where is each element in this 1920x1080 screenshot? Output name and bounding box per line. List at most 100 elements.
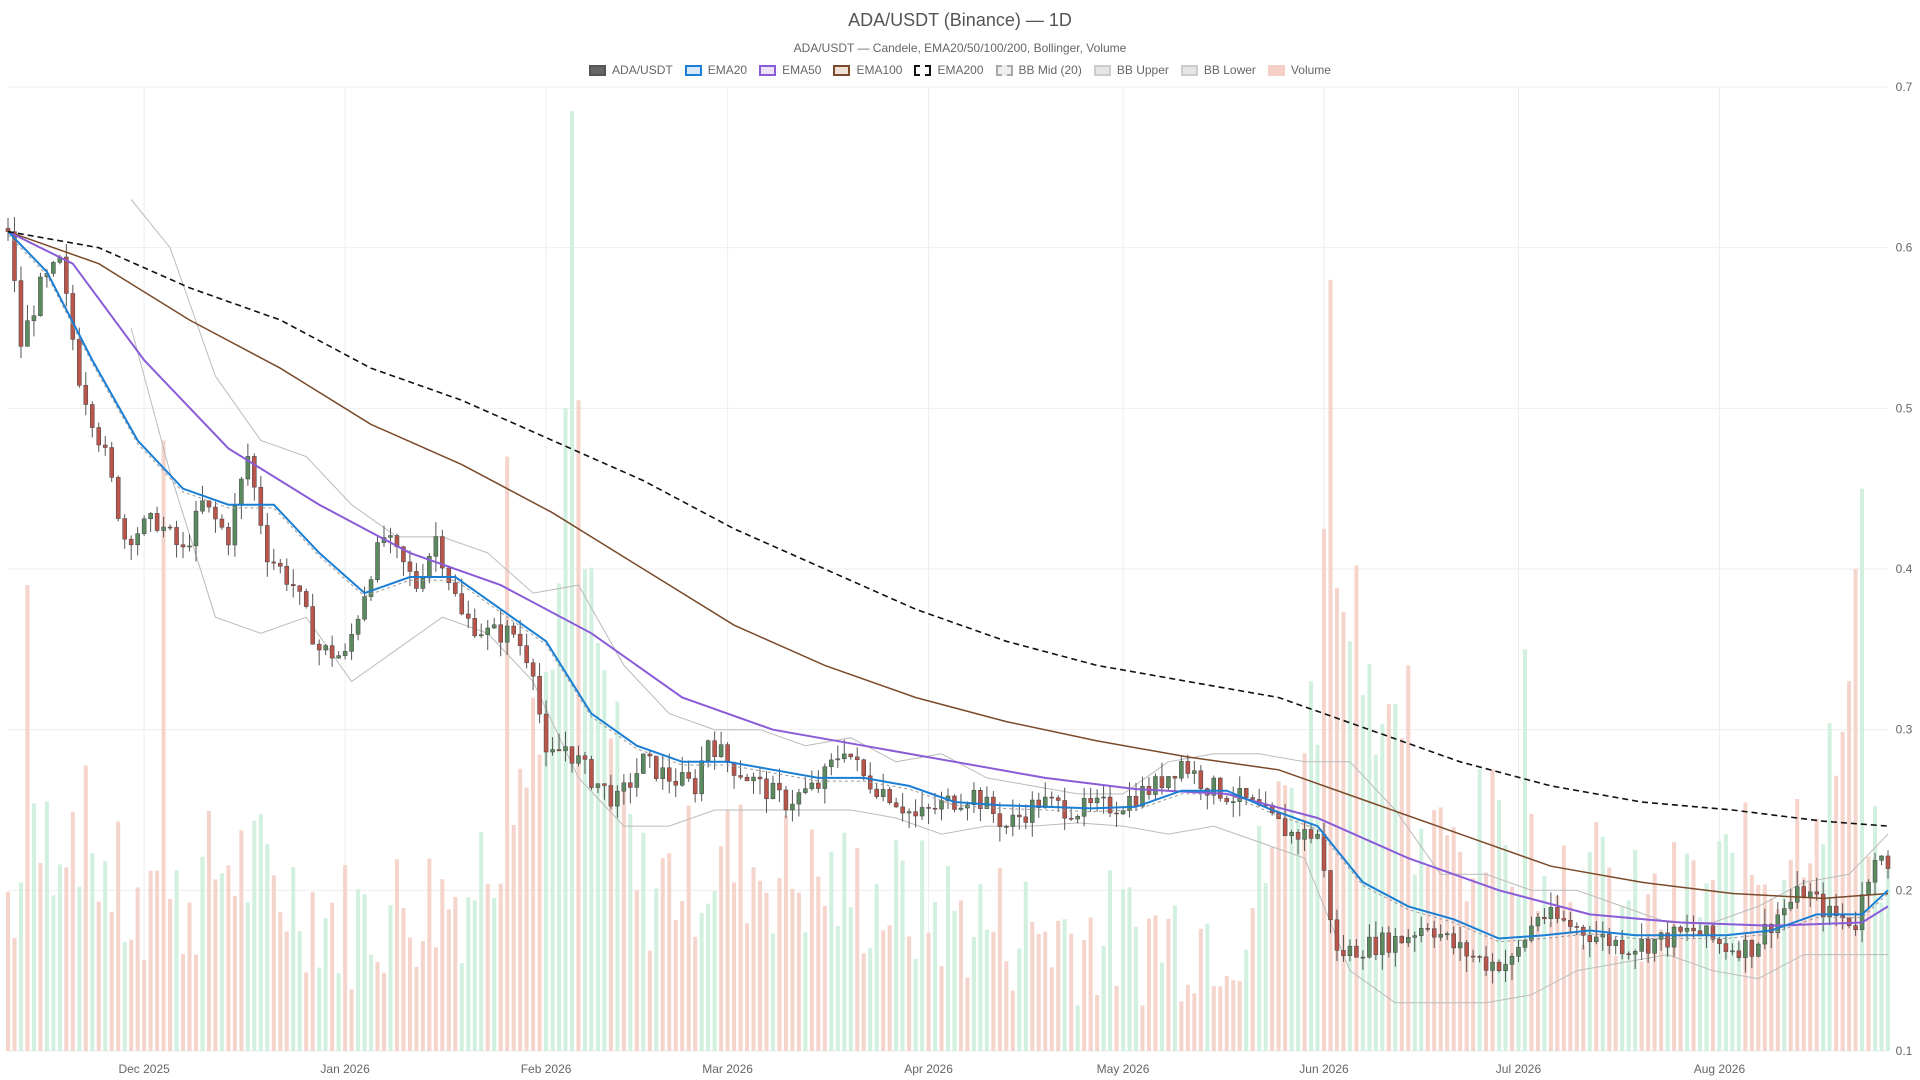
volume-bar xyxy=(193,954,199,1051)
legend-item-3[interactable]: EMA100 xyxy=(833,63,902,77)
candle-body xyxy=(1490,961,1495,971)
volume-bar xyxy=(446,909,451,1051)
volume-bar xyxy=(1328,279,1333,1051)
candle-body xyxy=(1756,943,1761,957)
volume-bar xyxy=(161,440,166,1051)
candle-body xyxy=(1840,915,1845,919)
candle-body xyxy=(1386,932,1392,953)
candle-body xyxy=(1769,924,1774,933)
legend-item-8[interactable]: Volume xyxy=(1267,63,1331,77)
volume-bar xyxy=(1879,902,1884,1051)
legend-item-6[interactable]: BB Upper xyxy=(1093,63,1169,77)
candle-body xyxy=(174,527,179,545)
volume-bar xyxy=(1581,944,1586,1051)
candle-body xyxy=(1535,916,1541,927)
volume-bar xyxy=(1166,918,1171,1051)
volume-bar xyxy=(453,896,458,1051)
volume-bar xyxy=(90,853,95,1051)
volume-bar xyxy=(174,870,179,1051)
volume-bar xyxy=(310,892,315,1051)
candle-body xyxy=(161,526,166,531)
candle-body xyxy=(1094,797,1100,804)
candle-body xyxy=(517,633,523,646)
x-tick-label: May 2026 xyxy=(1097,1062,1150,1076)
candle-body xyxy=(738,775,743,778)
candle-body xyxy=(135,533,140,546)
candle-body xyxy=(407,561,413,572)
candle-body xyxy=(602,783,607,786)
volume-bar xyxy=(459,963,464,1051)
legend-item-7[interactable]: BB Lower xyxy=(1180,63,1256,77)
candle-body xyxy=(900,806,905,814)
candle-body xyxy=(1295,832,1301,840)
volume-bar xyxy=(842,832,847,1051)
volume-bar xyxy=(654,888,659,1051)
volume-bar xyxy=(83,765,88,1051)
candle-body xyxy=(1606,933,1612,946)
legend-item-4[interactable]: EMA200 xyxy=(914,63,984,77)
legend-item-0[interactable]: ADA/USDT xyxy=(589,63,673,77)
volume-bar xyxy=(498,883,503,1051)
candle-body xyxy=(1036,799,1042,808)
volume-bar xyxy=(757,880,763,1051)
volume-bar xyxy=(1775,909,1780,1051)
candle-body xyxy=(485,627,490,635)
volume-bar xyxy=(64,867,69,1051)
ema20-line xyxy=(7,230,1889,940)
candle-body xyxy=(589,759,594,788)
volume-bar xyxy=(1639,961,1644,1051)
candle-body xyxy=(1004,826,1009,828)
candle-body xyxy=(1068,817,1074,820)
candle-body xyxy=(1250,797,1255,800)
candle-body xyxy=(1457,942,1463,949)
candle-body xyxy=(764,778,769,800)
candle-body xyxy=(796,792,802,805)
candle-body xyxy=(1671,926,1677,948)
candle-body xyxy=(1101,796,1106,799)
legend-label: EMA50 xyxy=(782,63,822,77)
volume-bar xyxy=(719,846,724,1051)
candle-body xyxy=(1360,956,1366,959)
volume-bar xyxy=(952,910,957,1051)
volume-bar xyxy=(1321,528,1327,1051)
volume-bar xyxy=(822,905,827,1051)
candle-body xyxy=(751,776,756,782)
candle-body xyxy=(958,807,964,810)
volume-bar xyxy=(407,937,412,1051)
candle-body xyxy=(1211,777,1217,796)
volume-bar xyxy=(848,907,853,1051)
candle-body xyxy=(1833,905,1839,916)
chart-legend[interactable]: ADA/USDT EMA20 EMA50 EMA100 EMA200 BB Mid (20… xyxy=(0,63,1920,77)
volume-bar xyxy=(680,901,685,1051)
candle-body xyxy=(861,759,866,777)
candle-body xyxy=(466,613,471,619)
volume-bar xyxy=(1386,704,1391,1051)
candle-body xyxy=(1866,881,1871,895)
legend-item-2[interactable]: EMA50 xyxy=(759,63,821,77)
volume-bar xyxy=(1133,926,1139,1051)
volume-bar xyxy=(1659,929,1664,1051)
candle-body xyxy=(154,513,160,531)
candle-body xyxy=(1743,939,1748,958)
volume-bar xyxy=(1853,569,1858,1051)
volume-bar xyxy=(349,989,354,1051)
candle-body xyxy=(1594,936,1599,943)
volume-bar xyxy=(5,891,11,1051)
volume-bar xyxy=(712,890,717,1051)
volume-bar xyxy=(589,567,594,1051)
volume-bar xyxy=(809,829,814,1051)
candle-body xyxy=(96,427,102,446)
candle-body xyxy=(1542,916,1547,920)
candle-body xyxy=(219,518,225,528)
candle-body xyxy=(90,404,95,428)
candle-body xyxy=(705,740,711,761)
legend-item-1[interactable]: EMA20 xyxy=(684,63,747,77)
candle-body xyxy=(1425,928,1430,930)
volume-bar xyxy=(1840,731,1845,1051)
candle-body xyxy=(1788,901,1794,909)
candle-body xyxy=(1464,942,1469,957)
candle-body xyxy=(673,780,678,786)
candle-body xyxy=(349,634,354,652)
legend-item-5[interactable]: BB Mid (20) xyxy=(995,63,1082,77)
